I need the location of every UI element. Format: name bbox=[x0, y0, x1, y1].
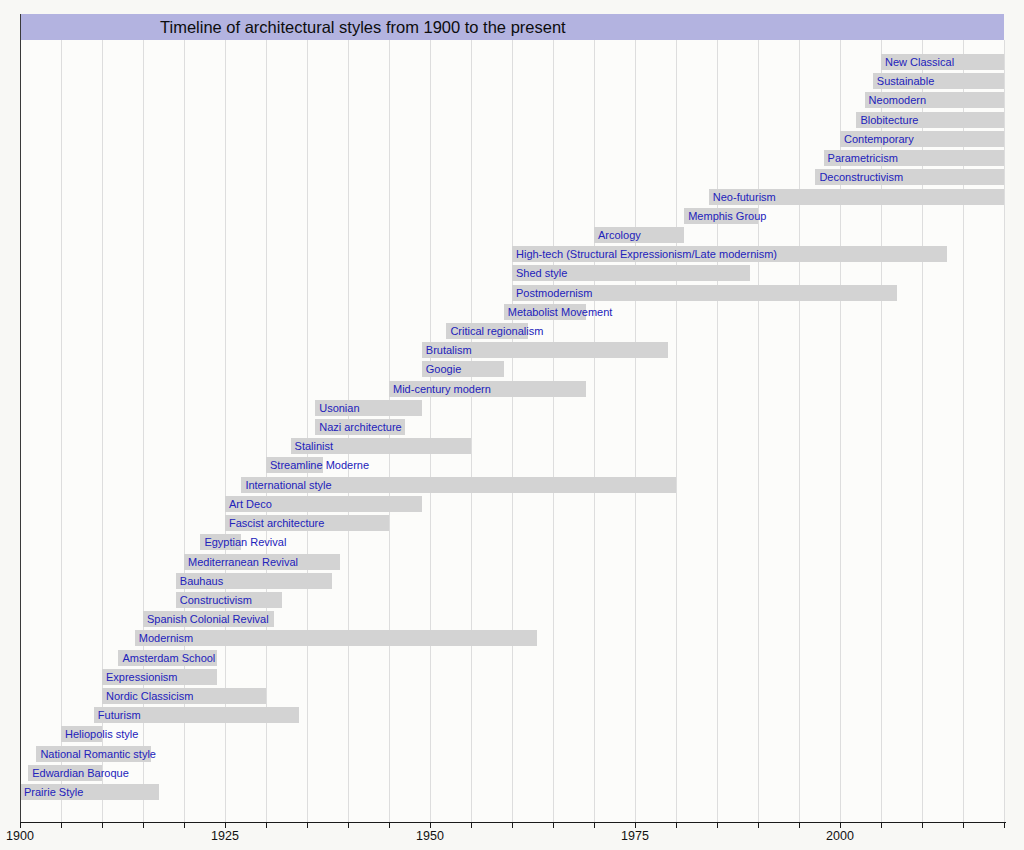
timeline-bar-label: Nazi architecture bbox=[319, 419, 402, 435]
gridline bbox=[471, 40, 472, 822]
chart-title: Timeline of architectural styles from 19… bbox=[160, 14, 566, 40]
gridline bbox=[799, 40, 800, 822]
gridline bbox=[430, 40, 431, 822]
plot-area: New Classical Sustainable Neomodern Blobite… bbox=[20, 40, 1005, 822]
timeline-bar-label: Contemporary bbox=[844, 131, 914, 147]
axis-tick-label: 1950 bbox=[400, 829, 460, 843]
axis-tick bbox=[307, 823, 308, 828]
gridline bbox=[143, 40, 144, 822]
gridline bbox=[184, 40, 185, 822]
timeline-bar-label: Sustainable bbox=[877, 73, 935, 89]
timeline-bar-label: Deconstructivism bbox=[819, 169, 903, 185]
timeline-bar-label: Egyptian Revival bbox=[204, 534, 286, 550]
timeline-bar-label: Metabolist Movement bbox=[508, 304, 613, 320]
axis-tick bbox=[20, 823, 21, 828]
timeline-bar-label: Mid-century modern bbox=[393, 381, 491, 397]
timeline-bar-label: Edwardian Baroque bbox=[32, 765, 129, 781]
timeline-bar-label: High-tech (Structural Expressionism/Late… bbox=[516, 246, 777, 262]
timeline-bar-label: Bauhaus bbox=[180, 573, 223, 589]
gridline bbox=[553, 40, 554, 822]
axis-tick bbox=[225, 823, 226, 828]
x-axis-line bbox=[20, 822, 1006, 823]
gridline bbox=[1004, 40, 1005, 822]
axis-tick bbox=[430, 823, 431, 828]
axis-tick-label: 1975 bbox=[605, 829, 665, 843]
timeline-bar-label: Brutalism bbox=[426, 342, 472, 358]
axis-tick bbox=[881, 823, 882, 828]
timeline-bar-label: Shed style bbox=[516, 265, 567, 281]
gridline bbox=[717, 40, 718, 822]
timeline-bar-label: Prairie Style bbox=[24, 784, 83, 800]
gridline bbox=[758, 40, 759, 822]
timeline-bar-label: Postmodernism bbox=[516, 285, 592, 301]
axis-tick bbox=[758, 823, 759, 828]
timeline-bar-label: Futurism bbox=[98, 707, 141, 723]
axis-tick bbox=[635, 823, 636, 828]
gridline bbox=[61, 40, 62, 822]
gridline bbox=[307, 40, 308, 822]
timeline-bar-label: Mediterranean Revival bbox=[188, 554, 298, 570]
axis-tick bbox=[717, 823, 718, 828]
axis-tick bbox=[922, 823, 923, 828]
gridline bbox=[225, 40, 226, 822]
axis-tick-label: 2000 bbox=[810, 829, 870, 843]
timeline-bar-label: Nordic Classicism bbox=[106, 688, 193, 704]
axis-tick bbox=[61, 823, 62, 828]
timeline-chart: Timeline of architectural styles from 19… bbox=[0, 0, 1024, 850]
axis-tick bbox=[512, 823, 513, 828]
gridline bbox=[594, 40, 595, 822]
gridline bbox=[102, 40, 103, 822]
timeline-bar-label: Critical regionalism bbox=[450, 323, 543, 339]
timeline-bar-label: Neo-futurism bbox=[713, 189, 776, 205]
axis-tick bbox=[553, 823, 554, 828]
gridline bbox=[512, 40, 513, 822]
axis-tick bbox=[799, 823, 800, 828]
axis-tick bbox=[840, 823, 841, 828]
timeline-bar-label: Stalinist bbox=[295, 438, 334, 454]
timeline-bar-label: Googie bbox=[426, 361, 461, 377]
timeline-bar-label: New Classical bbox=[885, 54, 954, 70]
timeline-bar-label: National Romantic style bbox=[40, 746, 156, 762]
gridline bbox=[266, 40, 267, 822]
axis-tick bbox=[184, 823, 185, 828]
axis-tick bbox=[676, 823, 677, 828]
timeline-bar-label: Neomodern bbox=[869, 92, 926, 108]
timeline-bar-label: Amsterdam School bbox=[122, 650, 215, 666]
timeline-bar-label: Fascist architecture bbox=[229, 515, 324, 531]
timeline-bar-label: Memphis Group bbox=[688, 208, 766, 224]
timeline-bar-label: Expressionism bbox=[106, 669, 178, 685]
axis-tick bbox=[963, 823, 964, 828]
axis-tick bbox=[102, 823, 103, 828]
gridline bbox=[635, 40, 636, 822]
timeline-bar-label: Heliopolis style bbox=[65, 726, 138, 742]
timeline-bar bbox=[135, 630, 537, 646]
timeline-bar-label: Streamline Moderne bbox=[270, 457, 369, 473]
timeline-bar-label: International style bbox=[245, 477, 331, 493]
timeline-bar-label: Spanish Colonial Revival bbox=[147, 611, 269, 627]
axis-tick bbox=[471, 823, 472, 828]
timeline-bar-label: Arcology bbox=[598, 227, 641, 243]
timeline-bar-label: Art Deco bbox=[229, 496, 272, 512]
axis-tick bbox=[143, 823, 144, 828]
timeline-bar-label: Blobitecture bbox=[860, 112, 918, 128]
timeline-bar-label: Usonian bbox=[319, 400, 359, 416]
timeline-bar-label: Parametricism bbox=[828, 150, 898, 166]
y-axis-line bbox=[20, 14, 21, 822]
axis-tick bbox=[1004, 823, 1005, 828]
axis-tick bbox=[594, 823, 595, 828]
axis-tick bbox=[389, 823, 390, 828]
gridline bbox=[676, 40, 677, 822]
axis-tick bbox=[348, 823, 349, 828]
timeline-bar-label: Modernism bbox=[139, 630, 193, 646]
timeline-bar-label: Constructivism bbox=[180, 592, 252, 608]
axis-tick bbox=[266, 823, 267, 828]
axis-tick-label: 1900 bbox=[0, 829, 50, 843]
chart-title-bar: Timeline of architectural styles from 19… bbox=[21, 14, 1004, 40]
axis-tick-label: 1925 bbox=[195, 829, 255, 843]
